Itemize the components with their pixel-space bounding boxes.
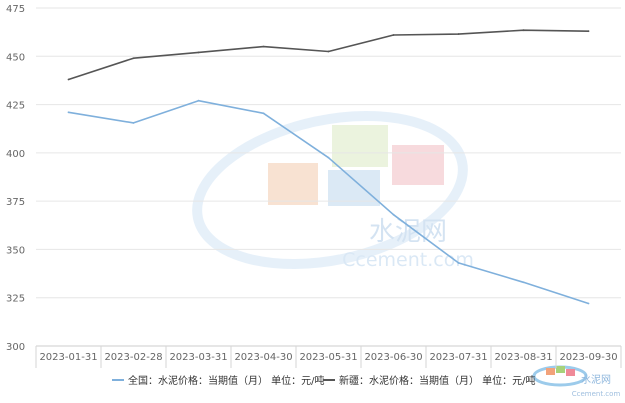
corner-logo: 水泥网 Ccement.com — [532, 365, 621, 398]
data-point — [587, 30, 590, 33]
y-tick-label: 375 — [6, 197, 25, 208]
series-lines — [67, 29, 590, 305]
corner-logo-en: Ccement.com — [572, 390, 621, 398]
data-point — [457, 262, 460, 264]
data-point — [132, 122, 135, 124]
data-point — [392, 213, 395, 216]
x-tick-label: 2023-05-31 — [299, 352, 357, 363]
watermark-block-orange — [268, 163, 318, 205]
x-axis: 2023-01-31 2023-02-28 2023-03-31 2023-04-30… — [35, 345, 622, 368]
y-tick-label: 400 — [6, 149, 25, 160]
data-point — [327, 156, 330, 159]
data-point — [457, 33, 460, 35]
corner-logo-cn: 水泥网 — [581, 373, 611, 386]
x-tick-label: 2023-06-30 — [364, 352, 422, 363]
series-line-2 — [68, 29, 589, 81]
data-point — [587, 302, 590, 305]
watermark-en: Ccement.com — [342, 249, 474, 271]
watermark-block-green — [332, 125, 388, 167]
data-point — [197, 51, 200, 54]
data-point — [327, 50, 330, 53]
watermark-cn: 水泥网 — [369, 217, 447, 247]
y-tick-label: 475 — [6, 4, 25, 15]
x-tick-label: 2023-01-31 — [39, 352, 97, 363]
watermark-block-pink — [392, 145, 444, 185]
watermark-block-blue — [328, 170, 380, 206]
data-point — [262, 45, 265, 48]
data-point — [392, 34, 395, 36]
x-tick-label: 2023-09-30 — [559, 352, 617, 363]
y-tick-label: 350 — [6, 245, 25, 256]
x-tick-label: 2023-08-31 — [494, 352, 552, 363]
data-point — [132, 57, 135, 60]
data-point — [522, 29, 525, 32]
data-point — [67, 111, 70, 114]
data-point — [522, 281, 525, 284]
x-tick-label: 2023-02-28 — [104, 352, 162, 363]
x-tick-label: 2023-03-31 — [169, 352, 227, 363]
y-tick-label: 425 — [6, 101, 25, 112]
ccement-watermark: 水泥网 Ccement.com — [192, 110, 474, 271]
x-tick-label: 2023-07-31 — [429, 352, 487, 363]
data-point — [67, 78, 70, 81]
data-point — [262, 112, 265, 115]
legend-label: 全国：水泥价格：当期值（月） 单位：元/吨 — [128, 374, 325, 387]
y-tick-label: 300 — [6, 342, 25, 353]
y-tick-label: 450 — [6, 52, 25, 63]
y-tick-label: 325 — [6, 294, 25, 305]
data-point — [197, 99, 200, 102]
legend: 全国：水泥价格：当期值（月） 单位：元/吨 新疆：水泥价格：当期值（月） 单位：元… — [112, 374, 536, 387]
x-tick-label: 2023-04-30 — [234, 352, 292, 363]
y-axis-ticks: 300 325 350 375 400 425 450 475 — [6, 4, 25, 353]
legend-label: 新疆：水泥价格：当期值（月） 单位：元/吨 — [339, 374, 536, 387]
